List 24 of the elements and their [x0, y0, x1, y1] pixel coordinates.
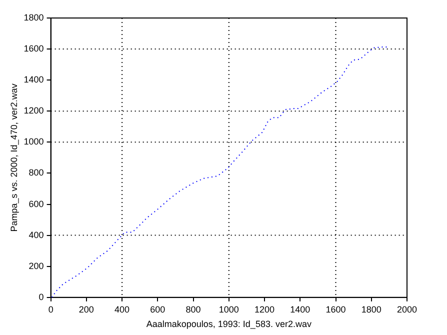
x-tick-label: 400	[114, 304, 130, 314]
y-tick-label: 1600	[24, 44, 44, 54]
y-tick-label: 1000	[24, 136, 44, 147]
line-series	[51, 46, 388, 298]
x-tick-label: 200	[78, 304, 94, 314]
x-tick-label: 0	[48, 304, 54, 314]
y-tick-label: 1800	[24, 12, 44, 22]
y-tick-label: 0	[38, 292, 44, 302]
x-tick-label: 1400	[290, 304, 310, 314]
x-tick-label: 800	[186, 304, 201, 314]
x-tick-label: 600	[150, 304, 166, 314]
y-tick-label: 600	[28, 198, 44, 209]
y-axis-title: Pampa_s vs. 2000, Id_470, ver2.wav	[8, 83, 19, 232]
x-tick-label: 2000	[396, 304, 418, 314]
x-tick-label: 1000	[218, 304, 239, 314]
y-tick-label: 800	[28, 168, 44, 178]
y-tick-label: 1200	[24, 106, 44, 116]
y-tick-label: 400	[28, 230, 44, 240]
x-axis-title: Aaalmakopoulos, 1993: Id_583. ver2.wav	[146, 319, 312, 330]
y-tick-label: 1400	[24, 74, 44, 85]
x-tick-label: 1200	[254, 304, 275, 314]
x-tick-label: 1800	[361, 304, 382, 314]
y-tick-label: 200	[28, 260, 44, 271]
x-tick-label: 1600	[326, 304, 346, 314]
